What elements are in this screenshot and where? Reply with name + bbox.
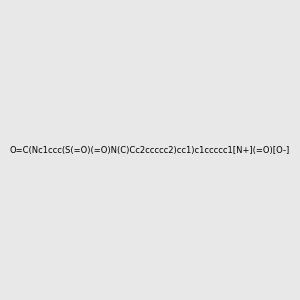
Text: O=C(Nc1ccc(S(=O)(=O)N(C)Cc2ccccc2)cc1)c1ccccc1[N+](=O)[O-]: O=C(Nc1ccc(S(=O)(=O)N(C)Cc2ccccc2)cc1)c1… <box>10 146 290 154</box>
